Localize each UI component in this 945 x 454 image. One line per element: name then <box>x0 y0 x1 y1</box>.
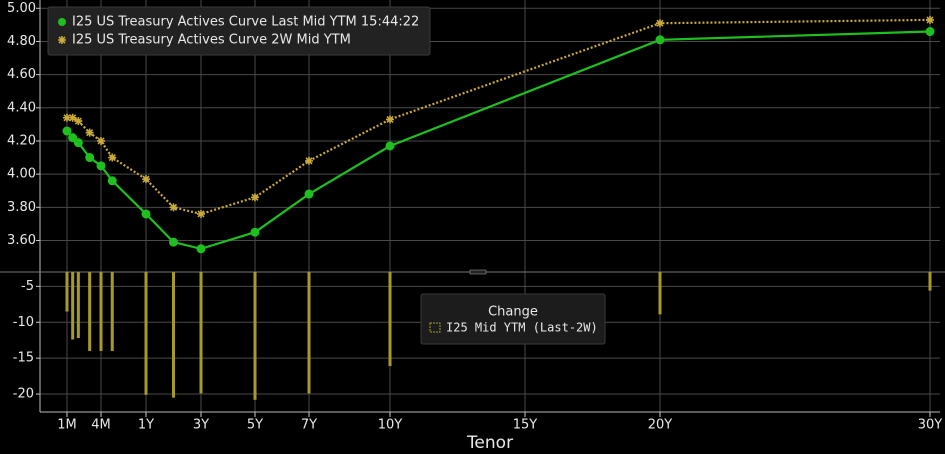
marker <box>68 113 77 122</box>
bar <box>172 272 175 398</box>
legend-box <box>47 6 431 56</box>
legend-label: I25 Mid YTM (Last-2W) <box>446 321 598 335</box>
bar <box>658 272 662 315</box>
marker <box>107 176 117 186</box>
bar <box>65 272 69 312</box>
y-tick-label: 4.20 <box>7 133 36 148</box>
marker <box>656 19 664 28</box>
marker <box>62 126 72 136</box>
y-tick-label: 5.00 <box>7 1 36 16</box>
bar <box>76 272 80 339</box>
marker <box>58 36 66 44</box>
marker <box>386 115 394 124</box>
x-tick-label: 30Y <box>918 418 943 433</box>
marker <box>197 209 205 218</box>
x-tick-label: 20Y <box>648 418 673 433</box>
y-tick-label: 3.60 <box>7 233 36 248</box>
marker <box>385 141 395 151</box>
marker <box>73 138 83 148</box>
marker <box>74 117 83 126</box>
x-tick-label: 3Y <box>193 418 209 433</box>
bar <box>71 272 75 340</box>
y-tick-label: -15 <box>13 351 34 366</box>
bar <box>928 272 932 291</box>
marker <box>250 227 260 237</box>
x-tick-label: 1M <box>57 418 77 433</box>
x-tick-label: 4M <box>91 418 111 433</box>
bar <box>388 272 392 367</box>
bar <box>199 272 203 394</box>
y-tick-label: 4.40 <box>7 100 36 115</box>
bar <box>110 272 114 351</box>
marker <box>85 153 95 163</box>
legend-box <box>420 293 606 345</box>
bar <box>88 272 92 351</box>
bar <box>144 272 148 395</box>
y-tick-label: 4.60 <box>7 67 36 82</box>
bar <box>99 272 103 351</box>
x-tick-label: 5Y <box>247 418 263 433</box>
marker <box>108 153 117 162</box>
bar <box>253 272 257 400</box>
bar <box>307 272 311 394</box>
marker <box>925 27 935 37</box>
legend-label: I25 US Treasury Actives Curve 2W Mid YTM <box>72 33 351 48</box>
y-tick-label: 4.80 <box>7 34 36 49</box>
marker <box>196 244 206 254</box>
x-axis-label: Tenor <box>466 433 513 453</box>
marker <box>169 237 178 247</box>
x-tick-label: 15Y <box>513 418 538 433</box>
marker <box>926 15 934 24</box>
y-tick-label: -20 <box>13 387 34 402</box>
x-tick-label: 7Y <box>301 418 317 433</box>
marker <box>655 35 665 45</box>
marker <box>141 209 151 219</box>
marker <box>305 156 313 165</box>
marker <box>63 113 71 122</box>
marker <box>169 203 178 212</box>
legend-swatch <box>58 18 66 26</box>
legend-title: Change <box>488 305 538 320</box>
marker <box>97 136 105 145</box>
y-tick-label: 4.00 <box>7 167 36 182</box>
y-tick-label: 3.80 <box>7 200 36 215</box>
y-tick-label: -10 <box>13 315 34 330</box>
legend-label: I25 US Treasury Actives Curve Last Mid Y… <box>72 15 419 30</box>
x-tick-label: 1Y <box>138 418 154 433</box>
marker <box>85 128 94 137</box>
marker <box>96 161 106 171</box>
marker <box>304 189 314 199</box>
marker <box>142 175 150 184</box>
marker <box>251 193 259 202</box>
y-tick-label: -5 <box>21 279 34 294</box>
x-tick-label: 10Y <box>378 418 403 433</box>
legend-swatch <box>429 322 441 333</box>
divider-handle <box>469 269 487 275</box>
